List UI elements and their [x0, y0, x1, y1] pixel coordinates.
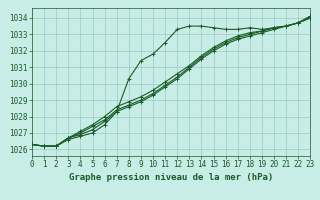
X-axis label: Graphe pression niveau de la mer (hPa): Graphe pression niveau de la mer (hPa) — [69, 173, 273, 182]
